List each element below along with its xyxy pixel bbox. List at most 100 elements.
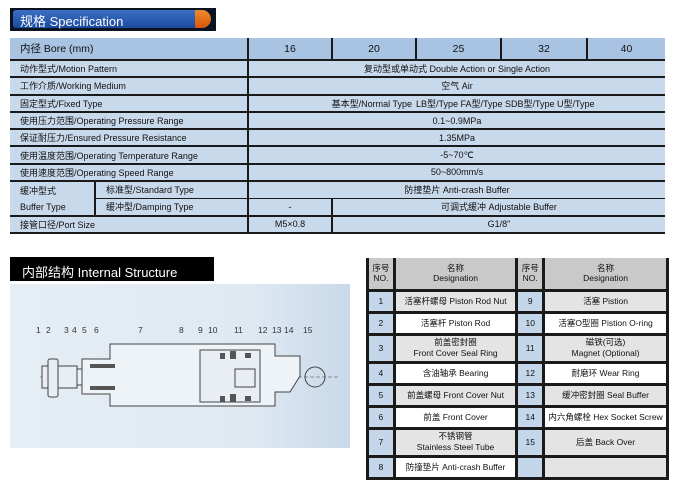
callout-11: 11 bbox=[234, 325, 243, 335]
name-header: 名称 Designation bbox=[394, 258, 519, 292]
callout-4: 4 bbox=[72, 325, 77, 335]
port-row: 接管口径/Port Size M5×0.8 G1/8" bbox=[10, 215, 665, 234]
port-value: G1/8" bbox=[331, 215, 665, 234]
spec-label: 工作介质/Working Medium bbox=[10, 77, 248, 96]
part-name: 耐磨环 Wear Ring bbox=[543, 362, 669, 386]
spec-value: 0.1~0.9MPa bbox=[247, 111, 665, 131]
spec-label: 保证耐压力/Ensured Pressure Resistance bbox=[10, 129, 248, 148]
buffer-damping-value: 可调式缓冲 Adjustable Buffer bbox=[331, 198, 665, 217]
part-name: 活塞 Pistion bbox=[543, 290, 669, 314]
spec-value: 50~800mm/s bbox=[247, 163, 665, 183]
no-header-cn: 序号 bbox=[521, 262, 539, 273]
spec-row: 保证耐压力/Ensured Pressure Resistance 1.35MPa bbox=[10, 129, 665, 148]
bore-label: 内径 Bore (mm) bbox=[10, 38, 248, 61]
part-no: 6 bbox=[367, 406, 396, 430]
empty-cell bbox=[543, 456, 669, 480]
specification-title-bar: 规格 Specification bbox=[10, 8, 216, 31]
callout-12: 12 bbox=[258, 325, 268, 335]
parts-row: 5 前盖螺母 Front Cover Nut 13 缓冲密封圈 Seal Buffer bbox=[367, 384, 669, 408]
spec-label: 使用压力范围/Operating Pressure Range bbox=[10, 111, 248, 131]
empty-cell bbox=[516, 456, 546, 480]
title-pill bbox=[13, 10, 211, 28]
buffer-label-cn: 缓冲型式 bbox=[10, 181, 95, 199]
part-name-cn: 磁铁(可选) bbox=[585, 337, 626, 348]
part-name: 前盖螺母 Front Cover Nut bbox=[394, 384, 519, 408]
no-header-en: NO. bbox=[522, 273, 538, 284]
part-no: 9 bbox=[516, 290, 546, 314]
part-name: 缓冲密封圈 Seal Buffer bbox=[543, 384, 669, 408]
specification-table: 内径 Bore (mm) 16 20 25 32 40 动作型式/Motion … bbox=[10, 38, 665, 234]
callout-1: 1 bbox=[36, 325, 41, 335]
buffer-standard-value: 防撞垫片 Anti-crash Buffer bbox=[247, 181, 665, 199]
buffer-label-en: Buffer Type bbox=[10, 198, 95, 217]
name-header: 名称 Designation bbox=[543, 258, 669, 292]
title-accent bbox=[195, 10, 211, 28]
part-name: 前盖 Front Cover bbox=[394, 406, 519, 430]
part-name: 活塞杆 Piston Rod bbox=[394, 312, 519, 336]
name-header-en: Designation bbox=[433, 273, 478, 284]
spec-row: 固定型式/Fixed Type 基本型/Normal Type LB型/Type F… bbox=[10, 94, 665, 113]
callout-2: 2 bbox=[46, 325, 51, 335]
spec-row: 工作介质/Working Medium 空气 Air bbox=[10, 77, 665, 96]
part-no: 3 bbox=[367, 334, 396, 364]
part-no: 13 bbox=[516, 384, 546, 408]
spec-label: 固定型式/Fixed Type bbox=[10, 94, 248, 113]
part-no: 8 bbox=[367, 456, 396, 480]
name-header-cn: 名称 bbox=[447, 262, 465, 273]
spec-label: 使用温度范围/Operating Temperature Range bbox=[10, 146, 248, 165]
part-name: 不锈钢管 Stainless Steel Tube bbox=[394, 428, 519, 458]
no-header-en: NO. bbox=[373, 273, 389, 284]
part-name-en: Stainless Steel Tube bbox=[416, 442, 495, 452]
part-no: 12 bbox=[516, 362, 546, 386]
part-no: 15 bbox=[516, 428, 546, 458]
part-no: 14 bbox=[516, 406, 546, 430]
part-name-cn: 前盖密封圈 bbox=[434, 337, 477, 348]
bore-20: 20 bbox=[331, 38, 416, 61]
callout-14: 14 bbox=[284, 325, 294, 335]
no-header-cn: 序号 bbox=[372, 262, 390, 273]
buffer-standard-label: 标准型/Standard Type bbox=[94, 181, 248, 199]
spec-value: 复动型或单动式 Double Action or Single Action bbox=[247, 60, 665, 79]
spec-value-2: LB型/Type FA型/Type SDB型/Type U型/Type bbox=[416, 94, 665, 113]
internal-structure-title: 内部结构 Internal Structure bbox=[10, 257, 214, 281]
spec-label: 使用速度范围/Operating Speed Range bbox=[10, 163, 248, 183]
parts-row: 7 不锈钢管 Stainless Steel Tube 15 后盖 Back Over bbox=[367, 428, 669, 458]
cylinder-cross-section-diagram: 1 2 3 4 5 6 7 8 9 10 11 12 13 14 15 bbox=[10, 284, 350, 448]
no-header: 序号 NO. bbox=[516, 258, 546, 292]
callout-3: 3 bbox=[64, 325, 69, 335]
spec-label: 动作型式/Motion Pattern bbox=[10, 60, 248, 79]
callout-9: 9 bbox=[198, 325, 203, 335]
callout-15: 15 bbox=[303, 325, 313, 335]
spec-value: 1.35MPa bbox=[247, 129, 665, 148]
bore-16: 16 bbox=[247, 38, 332, 61]
spec-row: 使用压力范围/Operating Pressure Range 0.1~0.9MP… bbox=[10, 111, 665, 131]
part-name-en: Front Cover Seal Ring bbox=[413, 348, 498, 358]
specification-title: 规格 Specification bbox=[20, 14, 124, 29]
spec-value: 基本型/Normal Type bbox=[247, 94, 416, 113]
port-16: M5×0.8 bbox=[247, 215, 332, 234]
bore-40: 40 bbox=[586, 38, 665, 61]
bore-25: 25 bbox=[415, 38, 501, 61]
callout-6: 6 bbox=[94, 325, 99, 335]
callout-10: 10 bbox=[208, 325, 218, 335]
part-no: 10 bbox=[516, 312, 546, 336]
spec-value: 空气 Air bbox=[247, 77, 665, 96]
callout-7: 7 bbox=[138, 325, 143, 335]
part-name: 磁铁(可选) Magnet (Optional) bbox=[543, 334, 669, 364]
callout-13: 13 bbox=[272, 325, 282, 335]
parts-row: 4 含油轴承 Bearing 12 耐磨环 Wear Ring bbox=[367, 362, 669, 386]
part-name: 含油轴承 Bearing bbox=[394, 362, 519, 386]
parts-row: 6 前盖 Front Cover 14 内六角螺栓 Hex Socket Screw bbox=[367, 406, 669, 430]
part-name-en: Magnet (Optional) bbox=[571, 348, 640, 358]
part-no: 1 bbox=[367, 290, 396, 314]
parts-row: 8 防撞垫片 Anti-crash Buffer bbox=[367, 456, 669, 480]
callout-5: 5 bbox=[82, 325, 87, 335]
buffer-damping-row: Buffer Type 缓冲型/Damping Type - 可调式缓冲 Adj… bbox=[10, 198, 665, 217]
callout-8: 8 bbox=[179, 325, 184, 335]
buffer-damping-16: - bbox=[247, 198, 332, 217]
parts-table: 序号 NO. 名称 Designation 序号 NO. 名称 Designation … bbox=[366, 258, 669, 480]
part-no: 4 bbox=[367, 362, 396, 386]
parts-row: 2 活塞杆 Piston Rod 10 活塞O型圈 Pistion O-ring bbox=[367, 312, 669, 336]
spec-row: 使用速度范围/Operating Speed Range 50~800mm/s bbox=[10, 163, 665, 183]
name-header-en: Designation bbox=[583, 273, 628, 284]
